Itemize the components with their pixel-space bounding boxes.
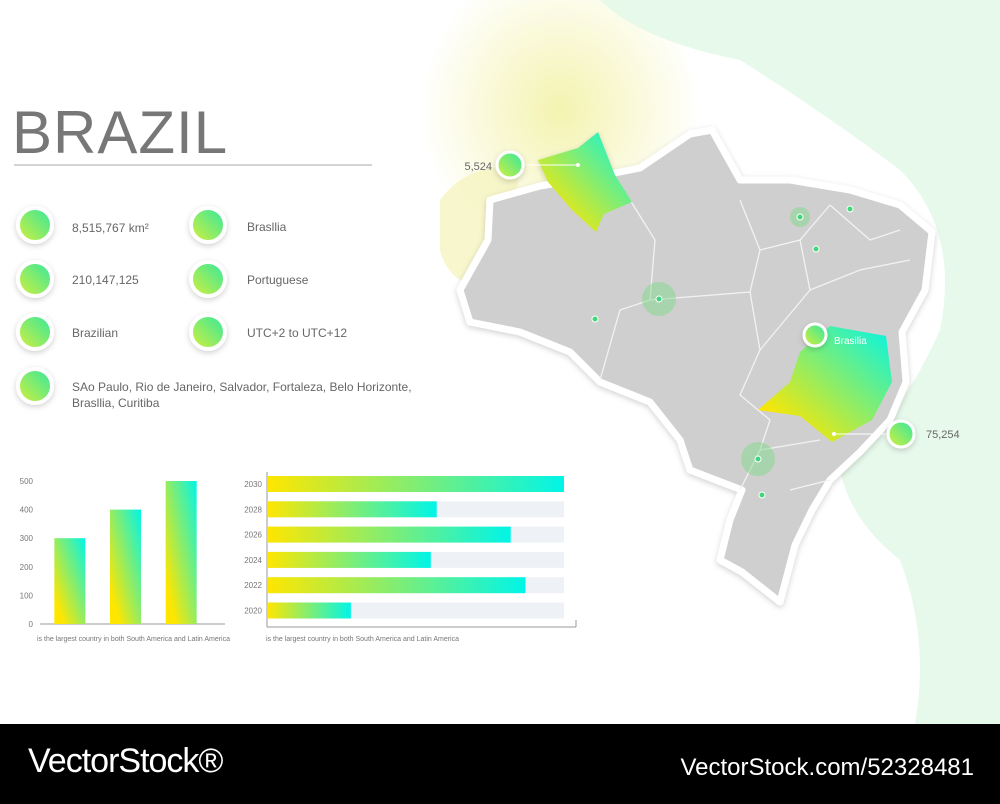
icon	[189, 313, 227, 351]
footer: VectorStock® VectorStock.com/52328481	[0, 724, 1000, 804]
y-tick-label: 400	[20, 506, 34, 515]
map-label: Brasilia	[834, 336, 867, 347]
highlight-region	[758, 326, 892, 442]
y-tick-label: 2020	[244, 607, 262, 616]
chart-caption: is the largest country in both South Ame…	[37, 636, 230, 643]
y-tick-label: 0	[29, 620, 34, 629]
info-capital: Brasllia	[247, 220, 287, 234]
map-label: 5,524	[464, 161, 492, 173]
highlight-region	[538, 132, 632, 232]
chart-caption: is the largest country in both South Ame…	[266, 636, 459, 643]
marker	[754, 455, 762, 463]
info-language: Portuguese	[247, 273, 309, 287]
icon	[16, 206, 54, 244]
y-tick-label: 100	[20, 591, 34, 600]
map-markers: 5,524 Brasilia 75,254	[464, 150, 960, 499]
info-area: 8,515,767 km²	[72, 221, 149, 235]
background-blob	[600, 0, 1000, 724]
marker	[846, 205, 854, 213]
y-tick-label: 300	[20, 534, 34, 543]
bar	[268, 501, 437, 518]
bar	[268, 476, 564, 492]
marker	[812, 245, 820, 253]
y-tick-label: 500	[20, 477, 34, 486]
pin-icon	[886, 419, 916, 449]
info-timezone: UTC+2 to UTC+12	[247, 326, 348, 340]
pin-icon	[495, 150, 525, 180]
marker	[796, 213, 804, 221]
icon	[16, 260, 54, 298]
y-tick-label: 2026	[244, 531, 262, 540]
icon	[189, 260, 227, 298]
y-tick-label: 2022	[244, 581, 262, 590]
icon	[189, 206, 227, 244]
map-label: 75,254	[926, 429, 960, 441]
y-tick-label: 200	[20, 563, 34, 572]
stock-id: VectorStock.com/52328481	[680, 754, 974, 781]
pin-icon	[802, 322, 828, 348]
brand: VectorStock®	[28, 742, 223, 780]
bar	[268, 526, 511, 543]
y-tick-label: 2028	[244, 505, 262, 514]
marker	[576, 163, 580, 167]
y-tick-label: 2030	[244, 480, 262, 489]
title: BRAZIL	[12, 99, 229, 166]
info-icons	[16, 206, 227, 405]
bar	[268, 577, 526, 594]
marker	[758, 491, 766, 499]
marker	[591, 315, 599, 323]
y-tick-label: 2024	[244, 556, 262, 565]
bar	[268, 602, 351, 619]
icon	[16, 367, 54, 405]
bar	[110, 509, 141, 624]
info-population: 210,147,125	[72, 273, 139, 287]
marker	[655, 295, 663, 303]
info-nationality: Brazilian	[72, 326, 119, 340]
marker	[832, 432, 836, 436]
infographic: 5,524 Brasilia 75,254 is the largest cou…	[14, 0, 1000, 724]
info-cities: SAo Paulo, Rio de Janeiro, Salvador, For…	[72, 380, 412, 410]
bar	[165, 481, 197, 624]
bar	[54, 538, 86, 624]
icon	[16, 313, 54, 351]
bar	[268, 551, 431, 568]
